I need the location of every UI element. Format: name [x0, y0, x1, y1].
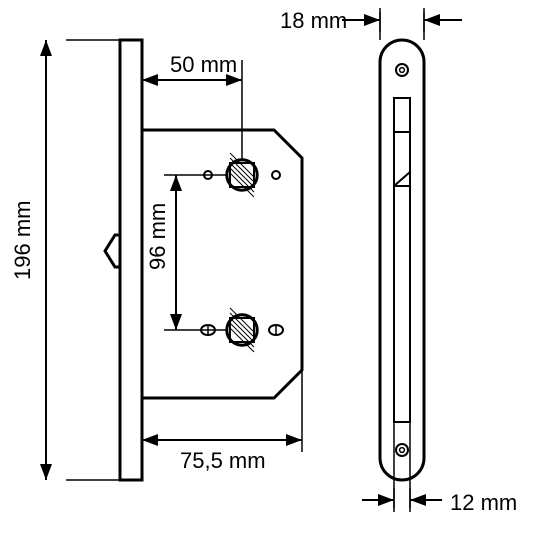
latch-bolt	[105, 235, 120, 267]
fixing-hole	[272, 171, 280, 179]
faceplate	[120, 40, 142, 480]
lock-dimension-diagram: 196 mm 50 mm 96 mm 75,5 mm 18 mm 12 mm	[0, 0, 551, 551]
strike-plate	[380, 40, 424, 480]
dim-label-50: 50 mm	[170, 52, 237, 77]
dim-label-18: 18 mm	[280, 8, 347, 33]
dim-label-12: 12 mm	[450, 490, 517, 515]
dim-label-96: 96 mm	[145, 203, 170, 270]
forend	[394, 98, 410, 422]
plate-screw-hole	[396, 444, 408, 456]
plate-screw-hole	[396, 64, 408, 76]
dim-label-755: 75,5 mm	[180, 448, 266, 473]
dim-label-196: 196 mm	[10, 201, 35, 280]
